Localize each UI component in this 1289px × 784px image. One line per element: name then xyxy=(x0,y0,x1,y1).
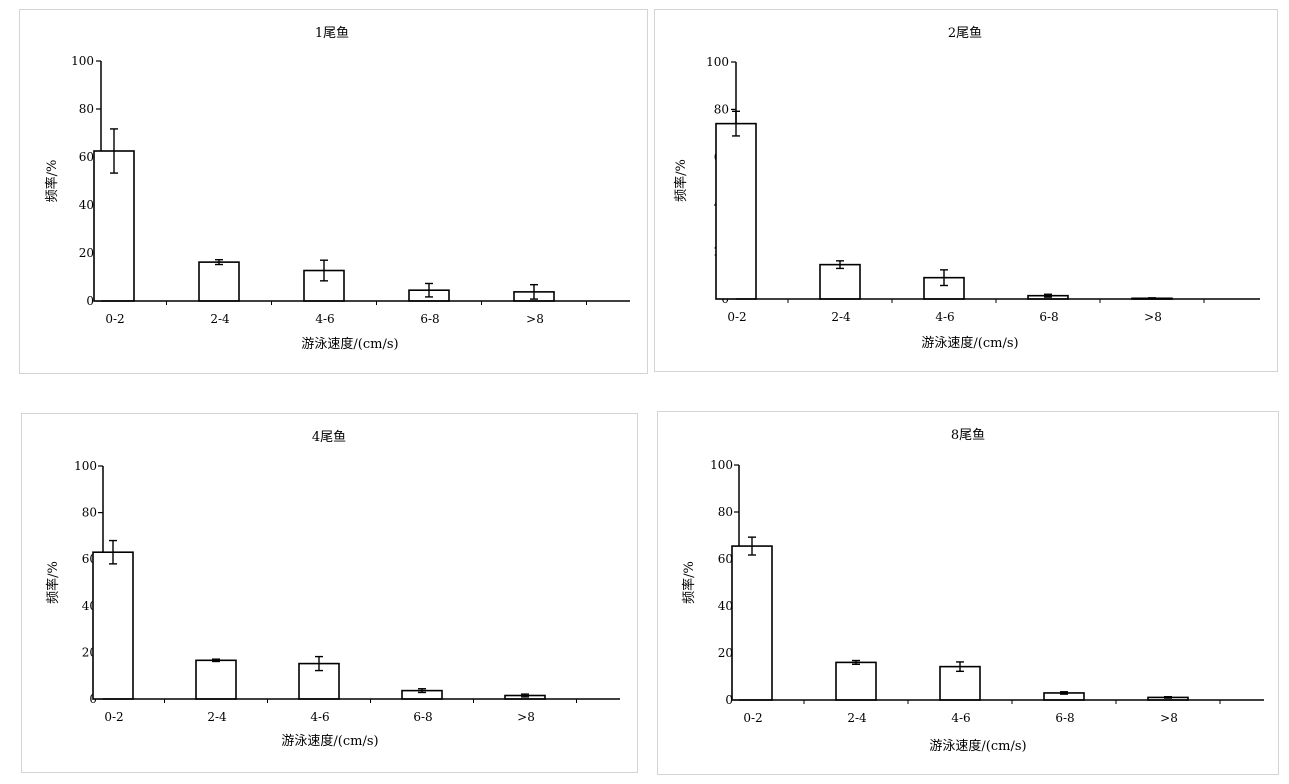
bar-chart: 8尾鱼 0 20 40 60 80 100 0-2 2-4 4-6 6-8 >8 游泳速度/(cm/s)… xyxy=(681,427,1264,754)
y-axis-label: 频率/% xyxy=(45,561,61,604)
y-tick-label: 0 xyxy=(86,294,94,308)
x-tick-label: >8 xyxy=(517,710,535,724)
chart-panel-2-fish: 2尾鱼0204060801000-22-44-66-8>8游泳速度/(cm/s)… xyxy=(654,9,1278,372)
bar-0-2 xyxy=(731,545,773,701)
y-tick-label: 80 xyxy=(714,102,729,116)
x-tick-label: 2-4 xyxy=(207,710,227,724)
x-tick-label: 2-4 xyxy=(210,312,230,326)
chart-title: 2尾鱼 xyxy=(948,25,982,41)
chart-title: 1尾鱼 xyxy=(315,25,349,41)
chart-panel-8-fish: 8尾鱼 0 20 40 60 80 100 0-2 2-4 4-6 6-8 >8 游泳速度/(cm/s)… xyxy=(657,411,1279,775)
x-tick-label: 0-2 xyxy=(727,310,746,324)
y-tick-label: 40 xyxy=(718,599,733,613)
x-axis-label: 游泳速度/(cm/s) xyxy=(301,336,398,352)
bar-2-4 xyxy=(198,261,240,302)
chart-panel-4-fish: 4尾鱼0204060801000-22-44-66-8>8游泳速度/(cm/s)… xyxy=(21,413,638,773)
y-tick-label: 0 xyxy=(725,693,733,707)
bar-2-4 xyxy=(835,661,877,701)
y-tick-label: 60 xyxy=(79,150,94,164)
x-tick-label: 0-2 xyxy=(743,711,762,725)
x-tick-label: 0-2 xyxy=(105,312,124,326)
bar-0-2 xyxy=(715,122,757,300)
x-axis-label: 游泳速度/(cm/s) xyxy=(921,335,1018,351)
bar-2-4 xyxy=(195,659,237,700)
x-tick-label: 2-4 xyxy=(847,711,867,725)
x-tick-label: 6-8 xyxy=(1039,310,1058,324)
x-tick-label: >8 xyxy=(1144,310,1162,324)
y-tick-label: 60 xyxy=(718,552,733,566)
x-tick-label: 6-8 xyxy=(413,710,432,724)
chart-title: 4尾鱼 xyxy=(312,429,346,445)
x-tick-label: 6-8 xyxy=(420,312,439,326)
x-tick-label: >8 xyxy=(526,312,544,326)
x-tick-label: 4-6 xyxy=(935,310,954,324)
x-tick-label: 4-6 xyxy=(310,710,329,724)
x-tick-label: 0-2 xyxy=(104,710,123,724)
y-axis-label: 频率/% xyxy=(44,160,60,203)
x-tick-label: 4-6 xyxy=(315,312,334,326)
bar-chart: 1尾鱼 0 20 40 60 80 100 0-2 2-4 4-6 6-8 >8 游泳速度/(cm/s)… xyxy=(44,25,630,352)
y-tick-label: 100 xyxy=(710,458,733,472)
y-tick-label: 80 xyxy=(79,102,94,116)
y-tick-label: 80 xyxy=(82,506,97,520)
y-tick-label: 100 xyxy=(706,55,729,69)
x-tick-label: 2-4 xyxy=(831,310,851,324)
y-axis-label: 频率/% xyxy=(681,561,697,604)
chart-panel-1-fish: 1尾鱼 0 20 40 60 80 100 0-2 2-4 4-6 6-8 >8 游泳速度/(cm/s)… xyxy=(19,9,648,374)
x-tick-label: >8 xyxy=(1160,711,1178,725)
chart-title: 8尾鱼 xyxy=(951,427,985,443)
bar-chart: 4尾鱼0204060801000-22-44-66-8>8游泳速度/(cm/s)… xyxy=(45,429,620,749)
y-axis-label: 频率/% xyxy=(673,159,689,202)
y-tick-label: 100 xyxy=(74,459,97,473)
y-tick-label: 80 xyxy=(718,505,733,519)
y-tick-label: 100 xyxy=(71,54,94,68)
bar-2-4 xyxy=(819,263,861,300)
x-axis-label: 游泳速度/(cm/s) xyxy=(281,733,378,749)
bar-0-2 xyxy=(92,551,134,700)
x-tick-label: 4-6 xyxy=(951,711,970,725)
y-tick-label: 20 xyxy=(79,246,94,260)
bar-chart: 2尾鱼0204060801000-22-44-66-8>8游泳速度/(cm/s)… xyxy=(673,25,1260,351)
y-tick-label: 40 xyxy=(79,198,94,212)
x-tick-label: 6-8 xyxy=(1055,711,1074,725)
x-axis-label: 游泳速度/(cm/s) xyxy=(929,738,1026,754)
y-tick-label: 20 xyxy=(718,646,733,660)
